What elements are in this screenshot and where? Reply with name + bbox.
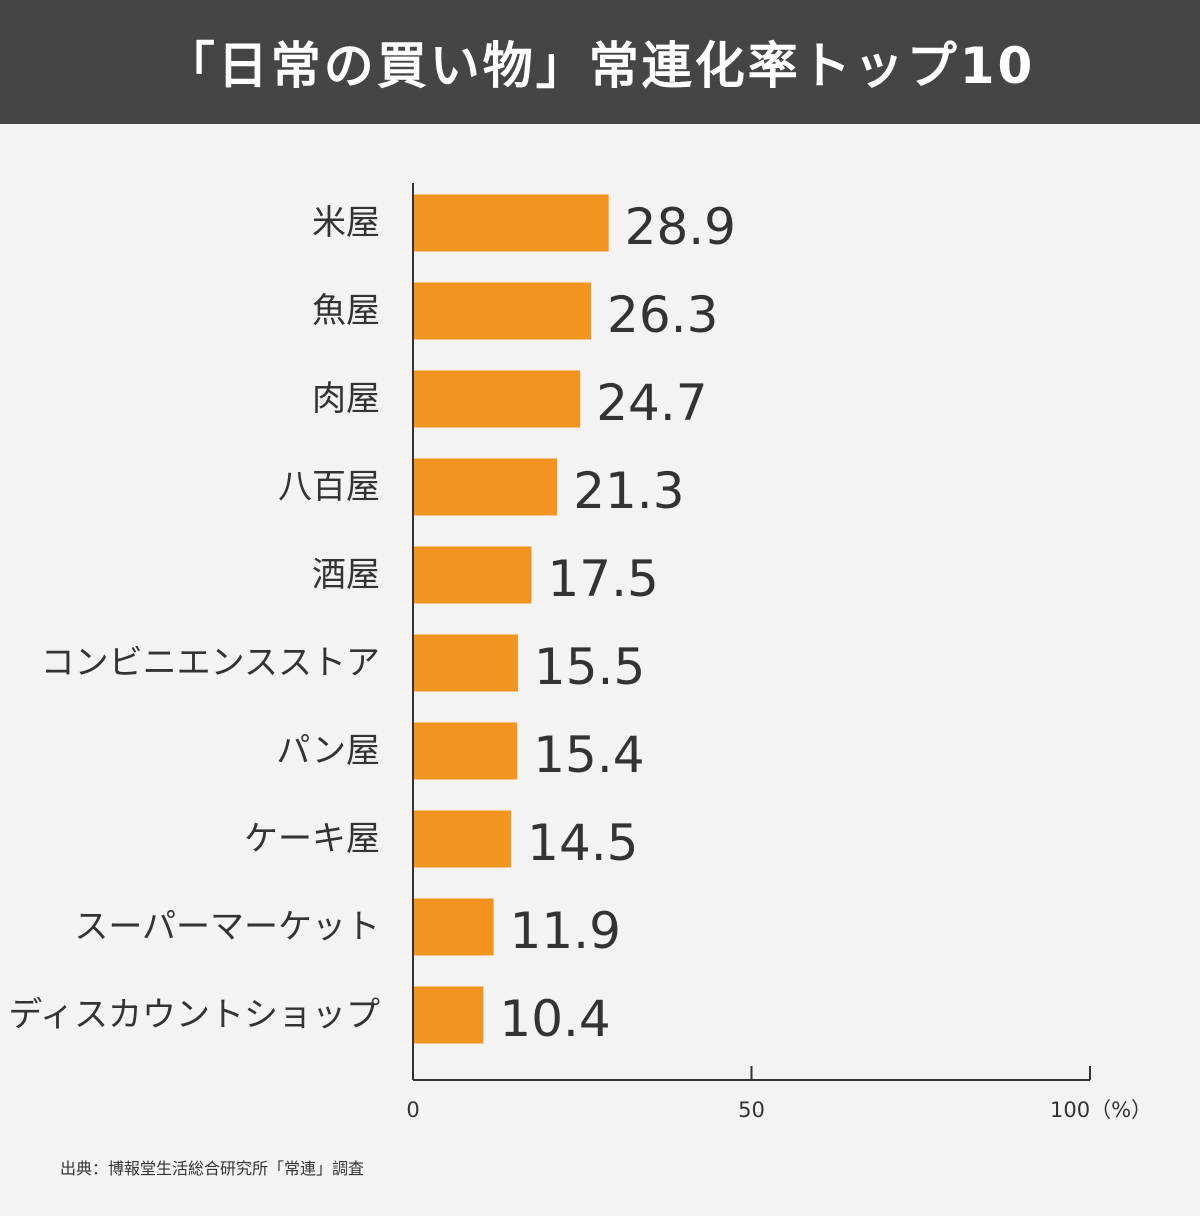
bar-10 — [413, 986, 484, 1044]
x-tick-label-1: 0 — [406, 1098, 419, 1122]
category-label-3: 肉屋 — [312, 379, 380, 419]
value-label-3: 24.7 — [596, 374, 707, 432]
bar-2 — [413, 282, 592, 340]
bar-7 — [413, 722, 518, 780]
category-label-7: パン屋 — [276, 731, 380, 771]
category-label-1: 米屋 — [312, 203, 380, 243]
value-label-9: 11.9 — [510, 902, 621, 960]
source-note: 出典：博報堂生活総合研究所「常連」調査 — [60, 1159, 365, 1178]
title-bar: 「日常の買い物」常連化率トップ10 — [0, 0, 1200, 124]
bar-9 — [413, 898, 494, 956]
bar-1 — [413, 194, 609, 252]
category-label-8: ケーキ屋 — [244, 819, 380, 859]
x-tick-label-2: 50 — [738, 1098, 765, 1122]
value-label-6: 15.5 — [534, 638, 645, 696]
value-label-5: 17.5 — [547, 550, 658, 608]
bar-8 — [413, 810, 512, 868]
value-label-4: 21.3 — [573, 462, 684, 520]
value-label-2: 26.3 — [607, 286, 718, 344]
chart-title: 「日常の買い物」常連化率トップ10 — [164, 37, 1036, 95]
bar-4 — [413, 458, 558, 516]
category-label-6: コンビニエンスストア — [41, 643, 380, 683]
bar-3 — [413, 370, 581, 428]
x-tick-label-3: 100（%） — [1050, 1098, 1152, 1122]
value-label-8: 14.5 — [527, 814, 638, 872]
category-label-2: 魚屋 — [312, 291, 380, 331]
value-label-1: 28.9 — [625, 198, 736, 256]
value-label-7: 15.4 — [533, 726, 644, 784]
category-label-5: 酒屋 — [312, 555, 380, 595]
bar-6 — [413, 634, 518, 692]
category-label-10: ディスカウントショップ — [8, 995, 380, 1035]
bar-5 — [413, 546, 532, 604]
category-label-4: 八百屋 — [278, 467, 380, 507]
value-label-10: 10.4 — [499, 990, 610, 1048]
category-label-9: スーパーマーケット — [74, 907, 380, 947]
